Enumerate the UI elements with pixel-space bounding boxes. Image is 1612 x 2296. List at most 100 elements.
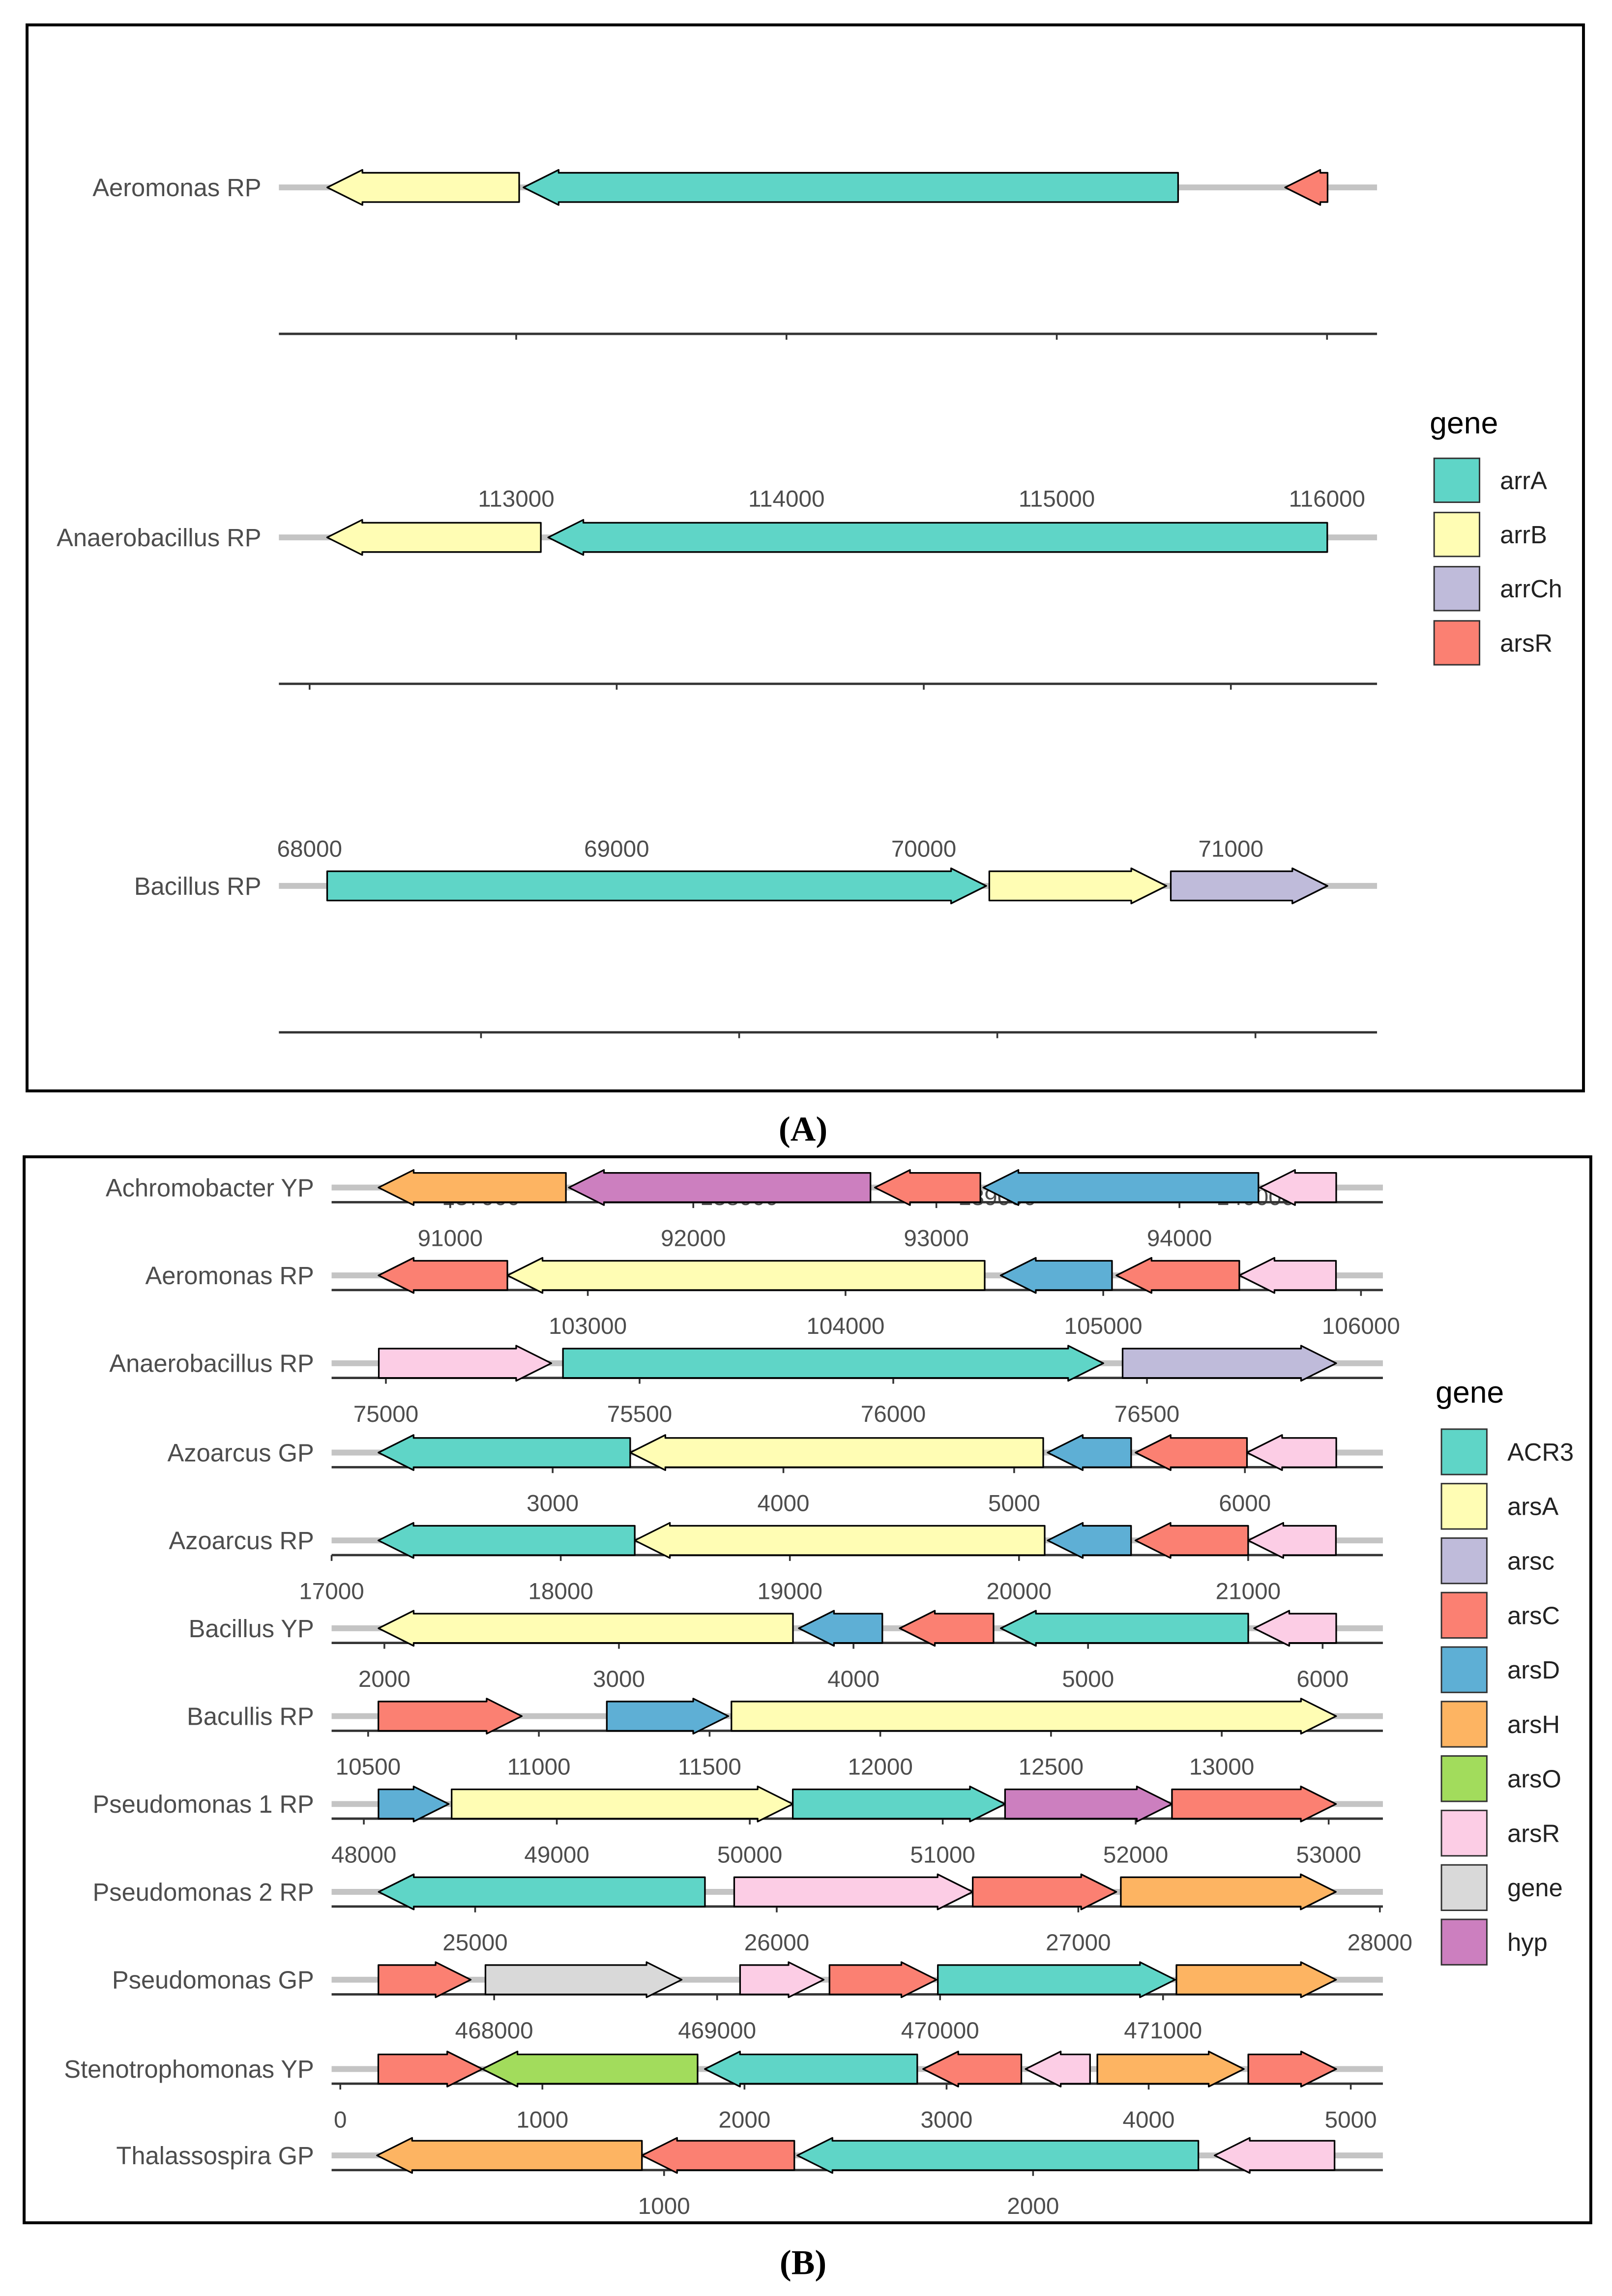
legend-title: gene: [1436, 1375, 1504, 1410]
gene-arrow-arsH: [1096, 2050, 1245, 2088]
x-tick-label: 25000: [442, 1930, 507, 1956]
legend-title: gene: [1430, 406, 1498, 441]
track-label: Bacullis RP: [187, 1702, 314, 1730]
x-tick-label: 27000: [1046, 1930, 1111, 1956]
gene-arrow-arsc: [1121, 1345, 1337, 1382]
gene-arrow-arrB: [326, 169, 520, 206]
x-tick-label: 468000: [455, 2018, 533, 2044]
gene-arrow-arsC: [377, 2050, 483, 2088]
gene-arrow-arsR: [1259, 1169, 1337, 1206]
gene-arrow-arsD: [378, 1785, 450, 1823]
legend-label: arsC: [1507, 1601, 1560, 1629]
gene-arrow-arsD: [606, 1698, 730, 1735]
x-tick-label: 3000: [920, 2107, 972, 2133]
track-label: Anaerobacillus RP: [57, 524, 261, 552]
gene-arrow-arsC: [874, 1169, 981, 1206]
gene-arrow-arsA: [629, 1434, 1044, 1471]
track-label: Thalassospira GP: [116, 2142, 314, 2170]
x-tick-label: 2000: [718, 2107, 770, 2133]
x-tick-label: 469000: [678, 2018, 756, 2044]
x-tick-label: 470000: [901, 2018, 979, 2044]
track-label: Pseudomonas 1 RP: [93, 1790, 314, 1818]
x-tick-label: 76500: [1114, 1401, 1179, 1427]
legend-label: gene: [1507, 1874, 1563, 1902]
gene-arrow-ACR3: [378, 1873, 706, 1911]
track-label: Achromobacter YP: [106, 1174, 314, 1202]
legend-label: arsR: [1507, 1819, 1560, 1847]
x-tick-label: 2000: [1007, 2193, 1059, 2219]
x-tick-label: 11500: [678, 1754, 741, 1780]
x-tick-label: 53000: [1296, 1842, 1361, 1868]
x-tick-label: 0: [334, 2107, 347, 2133]
panel-b-caption: (B): [780, 2243, 826, 2282]
legend-swatch-arrA: [1433, 457, 1481, 503]
gene-arrow-arsR: [378, 1345, 553, 1382]
gene-arrow-arsC: [1171, 1785, 1337, 1823]
gene-arrow-arsH: [1175, 1961, 1337, 1999]
x-tick-label: 6000: [1219, 1491, 1271, 1517]
gene-arrow-arsD: [798, 1610, 883, 1647]
gene-arrow-arsR: [1025, 2050, 1091, 2088]
gene-arrow-arrA: [523, 169, 1179, 206]
x-tick-label: 4000: [758, 1491, 810, 1517]
gene-arrow-arsD: [1047, 1522, 1132, 1559]
x-tick-label: 51000: [910, 1842, 975, 1868]
x-tick-label: 13000: [1189, 1754, 1254, 1780]
gene-arrow-hyp: [568, 1169, 872, 1206]
legend-label: arsR: [1500, 629, 1553, 657]
gene-arrow-arsC: [1247, 2050, 1337, 2088]
x-tick-label: 5000: [1325, 2107, 1377, 2133]
panel-b-frame: [23, 1155, 1592, 2225]
panel-a-caption: (A): [779, 1110, 827, 1148]
gene-arrow-arrA: [326, 867, 987, 905]
x-tick-label: 11000: [507, 1754, 571, 1780]
x-tick-label: 105000: [1064, 1313, 1143, 1339]
gene-arrow-arsC: [641, 2137, 795, 2174]
gene-arrow-arrA: [547, 519, 1328, 556]
gene-arrow-arsR: [1238, 1257, 1337, 1294]
legend-label: ACR3: [1507, 1438, 1574, 1466]
gene-arrow-ACR3: [937, 1961, 1176, 1999]
x-tick-label: 2000: [358, 1666, 410, 1692]
legend-label: hyp: [1507, 1928, 1548, 1956]
legend-label: arrB: [1500, 521, 1547, 549]
gene-arrow-arsR: [1246, 1434, 1337, 1471]
legend-swatch-arsA: [1440, 1483, 1488, 1530]
track-label: Azoarcus RP: [169, 1527, 314, 1555]
gene-arrow-arsR: [739, 1961, 825, 1999]
gene-arrow-arsH: [378, 1169, 567, 1206]
x-tick-label: 18000: [528, 1578, 593, 1604]
legend-label: arsc: [1507, 1547, 1554, 1575]
x-tick-label: 3000: [527, 1491, 579, 1517]
x-tick-label: 91000: [418, 1226, 483, 1252]
track-label: Stenotrophomonas YP: [64, 2055, 314, 2083]
gene-arrow-arsR: [1247, 1522, 1337, 1559]
gene-arrow-arsR: [733, 1873, 974, 1911]
legend-swatch-arsC: [1440, 1591, 1488, 1639]
gene-arrow-arsD: [1047, 1434, 1132, 1471]
x-tick-label: 19000: [757, 1578, 822, 1604]
legend-swatch-arsH: [1440, 1701, 1488, 1748]
gene-arrow-arsC: [972, 1873, 1117, 1911]
gene-arrow-arsA: [378, 1610, 794, 1647]
x-tick-label: 5000: [988, 1491, 1040, 1517]
legend-swatch-arsD: [1440, 1646, 1488, 1693]
gene-arrow-arsA: [731, 1698, 1337, 1735]
x-tick-label: 4000: [827, 1666, 879, 1692]
x-tick-label: 113000: [478, 486, 554, 512]
x-tick-label: 50000: [717, 1842, 782, 1868]
x-tick-label: 28000: [1348, 1930, 1412, 1956]
x-tick-label: 20000: [987, 1578, 1052, 1604]
legend-swatch-ACR3: [1440, 1428, 1488, 1475]
gene-arrow-arsH: [1120, 1873, 1337, 1911]
x-tick-label: 12000: [848, 1754, 912, 1780]
legend-swatch-arrB: [1433, 511, 1481, 558]
track-label: Aeromonas RP: [92, 174, 261, 202]
x-tick-label: 92000: [661, 1226, 726, 1252]
gene-arrow-arsC: [922, 2050, 1023, 2088]
x-tick-label: 68000: [277, 836, 342, 862]
x-tick-label: 104000: [806, 1313, 884, 1339]
x-tick-label: 106000: [1322, 1313, 1400, 1339]
legend-label: arsA: [1507, 1493, 1558, 1521]
